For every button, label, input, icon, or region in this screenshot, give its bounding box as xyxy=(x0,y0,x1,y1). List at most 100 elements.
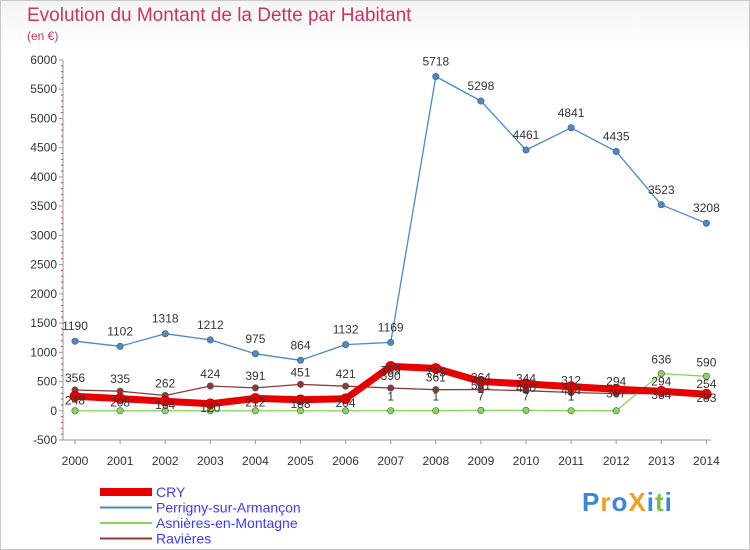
data-point-cry xyxy=(385,361,397,372)
data-point-perrigny-sur-arman-on xyxy=(251,350,259,358)
data-point-cry xyxy=(114,393,126,404)
data-point-asni-res-en-montagne xyxy=(161,407,169,415)
data-label-asni-res-en-montagne: 636 xyxy=(651,353,671,367)
data-label-cry: 460 xyxy=(516,381,536,395)
data-point-asni-res-en-montagne xyxy=(296,407,304,415)
legend-label-asni-res-en-montagne: Asnières-en-Montagne xyxy=(156,515,298,531)
data-point-cry xyxy=(430,363,442,374)
data-label-ravi-res: 356 xyxy=(65,371,85,385)
legend-label-cry: CRY xyxy=(156,484,186,500)
data-label-perrigny-sur-arman-on: 1132 xyxy=(333,323,359,337)
data-point-cry xyxy=(250,393,261,404)
data-label-cry: 414 xyxy=(561,384,581,398)
brand-logo-letter: i xyxy=(646,487,655,517)
data-label-ravi-res: 262 xyxy=(155,376,175,390)
data-label-cry: 208 xyxy=(110,396,130,410)
data-label-cry: 367 xyxy=(606,386,626,400)
data-label-ravi-res: 344 xyxy=(516,372,536,386)
data-point-cry xyxy=(205,398,216,410)
brand-logo-letter: i xyxy=(664,487,673,517)
brand-logo: ProXiti xyxy=(582,487,673,518)
x-tick-label: 2014 xyxy=(693,454,720,468)
data-label-ravi-res: 335 xyxy=(110,372,130,386)
data-point-perrigny-sur-arman-on xyxy=(522,146,530,154)
data-point-asni-res-en-montagne xyxy=(387,407,395,415)
data-point-asni-res-en-montagne xyxy=(251,407,259,415)
data-point-perrigny-sur-arman-on xyxy=(567,124,575,132)
y-tick-label: 4500 xyxy=(30,141,57,155)
data-label-perrigny-sur-arman-on: 5718 xyxy=(422,54,449,68)
x-tick-label: 2013 xyxy=(648,454,675,468)
data-point-asni-res-en-montagne xyxy=(477,406,485,414)
data-label-perrigny-sur-arman-on: 3208 xyxy=(693,201,720,215)
x-tick-label: 2007 xyxy=(377,454,404,468)
y-tick-label: 1000 xyxy=(30,345,57,359)
data-label-asni-res-en-montagne: 1 xyxy=(432,390,439,404)
data-label-perrigny-sur-arman-on: 975 xyxy=(245,332,265,346)
data-point-asni-res-en-montagne xyxy=(522,406,530,414)
data-label-cry: 212 xyxy=(245,395,265,409)
data-label-cry: 120 xyxy=(200,401,220,415)
data-label-ravi-res: 391 xyxy=(245,369,265,383)
data-point-cry xyxy=(340,393,351,405)
brand-logo-letter: X xyxy=(628,487,647,517)
data-point-cry xyxy=(610,384,622,395)
y-tick-label: -500 xyxy=(33,433,57,447)
brand-logo-letter: o xyxy=(611,487,629,517)
data-point-perrigny-sur-arman-on xyxy=(612,147,620,155)
y-tick-label: 3000 xyxy=(30,228,57,242)
data-label-cry: 248 xyxy=(65,393,85,407)
data-label-perrigny-sur-arman-on: 4435 xyxy=(603,129,630,143)
y-tick-label: 2000 xyxy=(30,287,57,301)
data-label-cry: 725 xyxy=(426,365,446,379)
data-point-asni-res-en-montagne xyxy=(612,407,620,415)
data-point-asni-res-en-montagne xyxy=(567,407,575,415)
data-point-perrigny-sur-arman-on xyxy=(296,356,304,364)
data-label-ravi-res: 421 xyxy=(336,367,356,381)
x-tick-label: 2002 xyxy=(152,454,179,468)
data-label-cry: 204 xyxy=(336,396,356,410)
chart-subtitle: (en €) xyxy=(27,29,59,43)
y-tick-label: 5000 xyxy=(30,111,57,125)
data-point-ravi-res xyxy=(432,386,440,394)
x-tick-label: 2003 xyxy=(197,454,224,468)
chart-axes xyxy=(62,60,711,441)
x-tick-label: 2010 xyxy=(513,454,540,468)
y-tick-label: 3500 xyxy=(30,199,57,213)
data-label-perrigny-sur-arman-on: 1190 xyxy=(62,319,88,333)
data-point-cry xyxy=(565,381,577,392)
chart-title: Evolution du Montant de la Dette par Hab… xyxy=(27,5,412,26)
data-label-ravi-res: 361 xyxy=(426,371,446,385)
data-label-perrigny-sur-arman-on: 1169 xyxy=(378,320,404,334)
data-label-perrigny-sur-arman-on: 1102 xyxy=(107,324,133,338)
x-axis-ticks: 2000 2001 2002 2003 2004 2005 2006 2007 2008 2009… xyxy=(62,440,720,468)
data-point-ravi-res xyxy=(206,382,214,390)
x-tick-label: 2008 xyxy=(422,454,449,468)
x-tick-label: 2012 xyxy=(603,454,630,468)
y-tick-label: 5500 xyxy=(30,82,57,96)
data-point-perrigny-sur-arman-on xyxy=(161,330,169,338)
data-label-perrigny-sur-arman-on: 5298 xyxy=(468,79,495,93)
data-label-cry: 188 xyxy=(290,397,310,411)
data-label-ravi-res: 312 xyxy=(561,374,581,388)
data-point-ravi-res xyxy=(342,382,350,390)
data-point-cry xyxy=(701,388,712,400)
data-label-cry: 759 xyxy=(381,363,401,377)
data-label-ravi-res: 294 xyxy=(651,375,671,389)
data-point-cry xyxy=(69,390,81,402)
data-label-cry: 334 xyxy=(651,388,671,402)
data-point-asni-res-en-montagne xyxy=(71,407,79,415)
data-point-cry xyxy=(520,378,532,390)
data-label-ravi-res: 390 xyxy=(381,369,401,383)
brand-logo-letter: t xyxy=(654,487,665,517)
data-label-ravi-res: 364 xyxy=(471,370,491,384)
data-point-cry xyxy=(655,385,667,397)
data-label-perrigny-sur-arman-on: 1212 xyxy=(197,318,224,332)
data-point-ravi-res xyxy=(251,384,259,392)
x-tick-label: 2001 xyxy=(107,454,134,468)
data-point-perrigny-sur-arman-on xyxy=(477,97,485,105)
data-point-perrigny-sur-arman-on xyxy=(342,341,350,349)
data-label-perrigny-sur-arman-on: 4461 xyxy=(513,128,540,142)
data-point-asni-res-en-montagne xyxy=(702,372,710,380)
